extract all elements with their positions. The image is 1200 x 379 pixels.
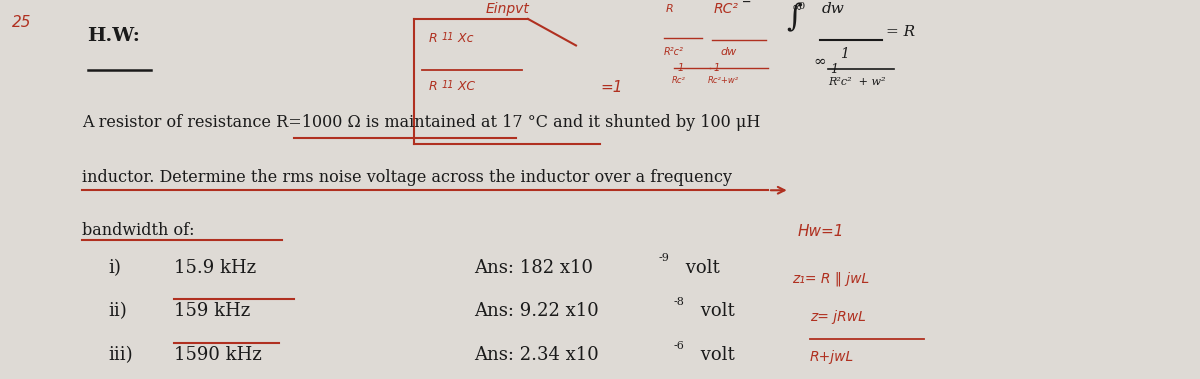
Text: R²c²  + w²: R²c² + w²: [828, 77, 886, 86]
Text: 0: 0: [798, 2, 804, 11]
Text: 159 kHz: 159 kHz: [174, 302, 251, 320]
Text: -9: -9: [659, 254, 670, 263]
Text: dw: dw: [822, 2, 845, 16]
Text: i): i): [108, 259, 121, 277]
Text: -6: -6: [673, 341, 684, 351]
Text: 11: 11: [442, 80, 454, 89]
Text: Rc²+w²: Rc²+w²: [708, 76, 739, 85]
Text: z= jRwL: z= jRwL: [810, 310, 866, 324]
Text: 15.9 kHz: 15.9 kHz: [174, 259, 256, 277]
Text: volt: volt: [680, 259, 720, 277]
Text: R²c²: R²c²: [664, 47, 684, 57]
Text: R: R: [428, 80, 437, 92]
Text: ∫: ∫: [786, 2, 802, 33]
Text: 11: 11: [442, 32, 454, 42]
Text: z₁= R ‖ jwL: z₁= R ‖ jwL: [792, 272, 869, 286]
Text: R: R: [666, 4, 673, 14]
Text: 1590 kHz: 1590 kHz: [174, 346, 262, 364]
Text: -8: -8: [673, 297, 684, 307]
Text: Ans: 2.34 x10: Ans: 2.34 x10: [474, 346, 599, 364]
Text: R: R: [428, 32, 437, 45]
Text: R+jwL: R+jwL: [810, 350, 854, 364]
Text: Ans: 182 x10: Ans: 182 x10: [474, 259, 593, 277]
Text: ii): ii): [108, 302, 127, 320]
Text: RC²: RC²: [714, 2, 739, 16]
Text: 25: 25: [12, 15, 31, 30]
Text: Xc: Xc: [454, 32, 473, 45]
Text: H.W:: H.W:: [88, 27, 140, 44]
Text: ∞: ∞: [814, 55, 827, 69]
Text: Rc²: Rc²: [672, 76, 686, 85]
Text: 1: 1: [714, 63, 720, 72]
Text: Einpvt: Einpvt: [486, 2, 530, 16]
Text: 1: 1: [840, 47, 848, 61]
Text: = R: = R: [886, 25, 914, 39]
Text: Hw=1: Hw=1: [798, 224, 845, 239]
Text: iii): iii): [108, 346, 133, 364]
Text: ∞: ∞: [792, 0, 803, 13]
Text: inductor. Determine the rms noise voltage across the inductor over a frequency: inductor. Determine the rms noise voltag…: [82, 169, 732, 186]
Text: volt: volt: [695, 302, 736, 320]
Text: 1: 1: [830, 63, 839, 75]
Text: A resistor of resistance R=1000 Ω is maintained at 17 °C and it shunted by 100 μ: A resistor of resistance R=1000 Ω is mai…: [82, 114, 760, 131]
Text: XC: XC: [454, 80, 475, 92]
Text: dw: dw: [720, 47, 737, 57]
Text: volt: volt: [695, 346, 736, 364]
Text: Ans: 9.22 x10: Ans: 9.22 x10: [474, 302, 599, 320]
Text: bandwidth of:: bandwidth of:: [82, 222, 194, 239]
Text: =1: =1: [600, 80, 623, 95]
Text: 1: 1: [678, 63, 684, 72]
